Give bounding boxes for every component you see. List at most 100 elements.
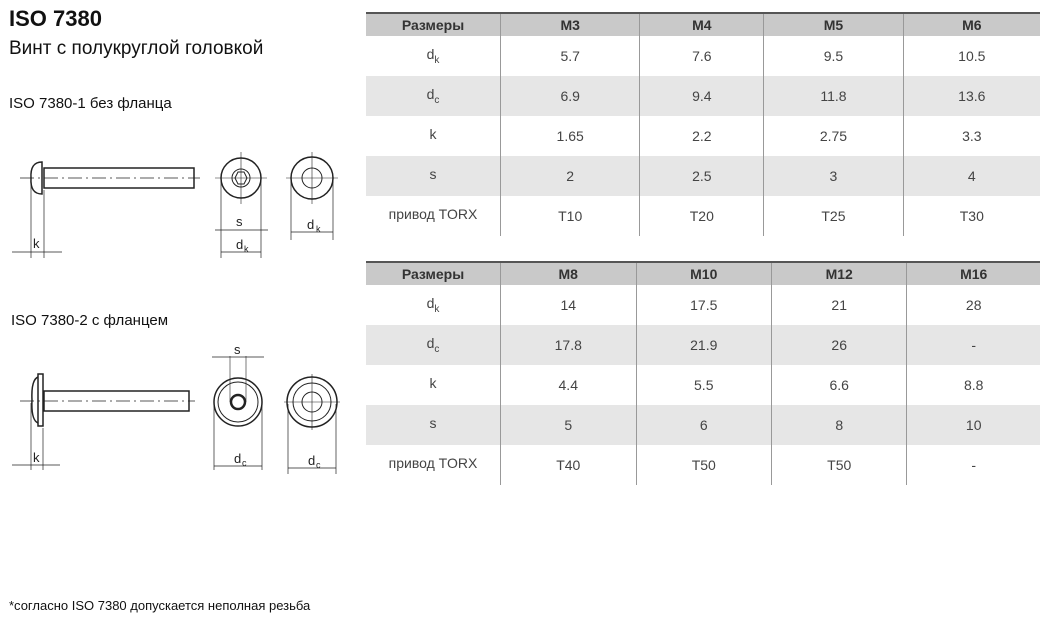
svg-text:d: d: [308, 453, 315, 468]
table-cell: 3.3: [902, 116, 1040, 156]
row-label: dk: [366, 36, 501, 76]
row-label: dk: [366, 285, 501, 325]
table-cell: -: [906, 325, 1040, 365]
column-header: M5: [763, 12, 904, 36]
row-label-subscript: k: [434, 54, 440, 66]
screw1-torx-head-drawing: d k: [286, 152, 338, 240]
table-cell: 9.4: [639, 76, 764, 116]
row-label-subscript: c: [434, 94, 440, 106]
table-cell: 21.9: [635, 325, 772, 365]
table-cell: 3: [763, 156, 904, 196]
screw2-hex-head-drawing: s d c: [212, 342, 264, 470]
table-cell: 21: [770, 285, 907, 325]
column-header: M6: [902, 12, 1040, 36]
table-cell: T50: [770, 445, 907, 485]
svg-text:k: k: [316, 224, 321, 234]
table-cell: T50: [635, 445, 772, 485]
table-cell: 17.5: [635, 285, 772, 325]
dim-k-label: k: [33, 236, 40, 251]
row-label: k: [366, 365, 501, 405]
table-cell: 14: [500, 285, 636, 325]
table-cell: -: [906, 445, 1040, 485]
table-row: dk 14 17.5 21 28: [366, 285, 1040, 325]
svg-text:d: d: [234, 451, 241, 466]
svg-text:d: d: [307, 217, 314, 232]
row-label: dc: [366, 76, 501, 116]
table-cell: T40: [500, 445, 636, 485]
row-label-text: k: [429, 126, 437, 143]
table-cell: 6.6: [770, 365, 907, 405]
table-cell: 5: [500, 405, 636, 445]
svg-text:c: c: [242, 458, 247, 468]
table-row: s 2 2.5 3 4: [366, 156, 1040, 196]
page-subtitle: Винт с полукруглой головкой: [9, 38, 264, 59]
svg-text:c: c: [316, 460, 321, 470]
column-header: Размеры: [366, 12, 501, 36]
table-row: dk 5.7 7.6 9.5 10.5: [366, 36, 1040, 76]
column-header: M4: [639, 12, 764, 36]
row-label-text: k: [429, 375, 437, 392]
table-cell: 5.7: [499, 36, 640, 76]
table-cell: 2.2: [639, 116, 764, 156]
table-cell: 2.75: [763, 116, 904, 156]
screw1-side-drawing: k: [12, 161, 200, 258]
row-label-text: привод TORX: [388, 206, 478, 223]
table-cell: 6: [635, 405, 772, 445]
table-row: k 4.4 5.5 6.6 8.8: [366, 365, 1040, 405]
row-label-text: d: [426, 295, 435, 312]
column-header: M12: [770, 261, 907, 285]
row-label-subscript: c: [434, 343, 440, 355]
table-cell: 4: [902, 156, 1040, 196]
row-label-text: d: [426, 335, 435, 352]
row-label-text: s: [429, 166, 437, 183]
svg-text:s: s: [236, 214, 243, 229]
dimensions-table-2: Размеры M8 M10 M12 M16 dk 14 17.5 21 28 dc 17.8 21.9…: [366, 261, 1040, 485]
table-row: привод TORX T10 T20 T25 T30: [366, 196, 1040, 236]
variant2-label: ISO 7380-2 с фланцем: [11, 312, 169, 329]
table-cell: T30: [902, 196, 1040, 236]
svg-text:k: k: [33, 450, 40, 465]
table-row: s 5 6 8 10: [366, 405, 1040, 445]
row-label: dc: [366, 325, 501, 365]
table-row: dc 6.9 9.4 11.8 13.6: [366, 76, 1040, 116]
footnote: *согласно ISO 7380 допускается неполная …: [9, 598, 311, 613]
row-label: привод TORX: [366, 445, 501, 485]
column-header: M16: [906, 261, 1040, 285]
row-label: k: [366, 116, 501, 156]
svg-text:s: s: [234, 342, 241, 357]
column-header: M3: [499, 12, 640, 36]
row-label-text: привод TORX: [388, 455, 478, 472]
column-header: M10: [635, 261, 772, 285]
svg-text:d: d: [236, 237, 243, 252]
table-cell: 7.6: [639, 36, 764, 76]
table-cell: 2.5: [639, 156, 764, 196]
table-cell: 28: [906, 285, 1040, 325]
table-cell: 2: [499, 156, 640, 196]
table-cell: 10: [906, 405, 1040, 445]
table-row: k 1.65 2.2 2.75 3.3: [366, 116, 1040, 156]
table-cell: 5.5: [635, 365, 772, 405]
row-label-text: d: [426, 46, 435, 63]
row-label-text: d: [426, 86, 435, 103]
table-cell: T10: [499, 196, 640, 236]
table-cell: 10.5: [902, 36, 1040, 76]
column-header: Размеры: [366, 261, 501, 285]
table-row: dc 17.8 21.9 26-: [366, 325, 1040, 365]
table-row: привод TORX T40 T50 T50-: [366, 445, 1040, 485]
dimensions-table-1: Размеры M3 M4 M5 M6 dk 5.7 7.6 9.5 10.5 dc 6.9 9.4 11…: [366, 12, 1040, 236]
row-label-text: s: [429, 415, 437, 432]
table-cell: 17.8: [500, 325, 636, 365]
table-cell: 1.65: [499, 116, 640, 156]
row-label-subscript: k: [434, 303, 440, 315]
table-cell: T25: [763, 196, 904, 236]
table-cell: T20: [639, 196, 764, 236]
screw2-torx-head-drawing: d c: [284, 374, 340, 474]
table-cell: 11.8: [763, 76, 904, 116]
table-cell: 9.5: [763, 36, 904, 76]
table-header-row: Размеры M3 M4 M5 M6: [366, 12, 1040, 36]
svg-text:k: k: [244, 244, 249, 254]
table-cell: 13.6: [902, 76, 1040, 116]
table-cell: 4.4: [500, 365, 636, 405]
screw-drawings: k s d k d k k: [12, 152, 340, 474]
